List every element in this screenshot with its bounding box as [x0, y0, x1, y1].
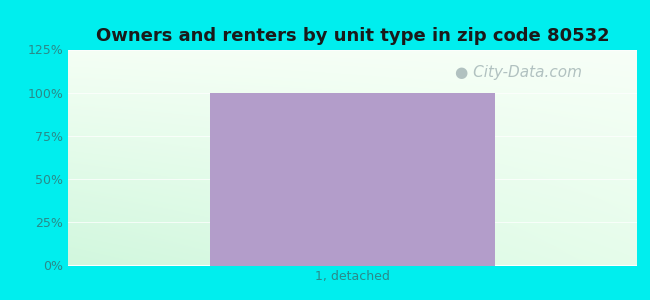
Text: ● City-Data.com: ● City-Data.com: [455, 64, 582, 80]
Title: Owners and renters by unit type in zip code 80532: Owners and renters by unit type in zip c…: [96, 27, 610, 45]
Bar: [211, 93, 495, 266]
